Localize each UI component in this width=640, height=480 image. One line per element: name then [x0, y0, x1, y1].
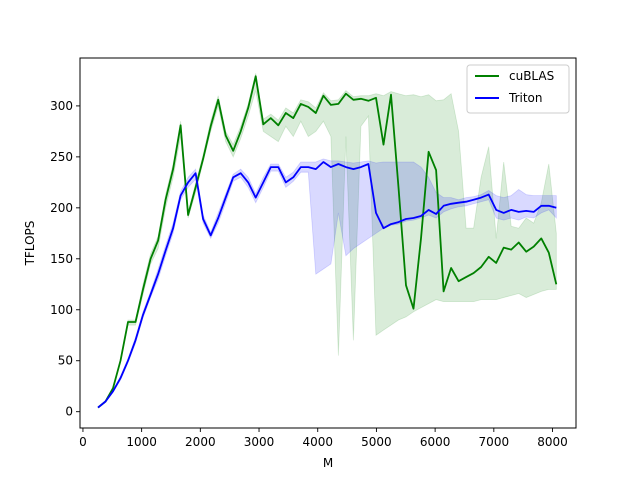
x-tick-label: 5000	[361, 435, 392, 449]
y-tick-label: 200	[50, 201, 73, 215]
y-tick-label: 0	[65, 405, 73, 419]
y-tick-label: 150	[50, 252, 73, 266]
x-tick-label: 0	[79, 435, 87, 449]
y-tick-label: 300	[50, 99, 73, 113]
series-line-cublas	[97, 75, 558, 409]
x-axis-label: M	[323, 456, 333, 470]
x-tick-label: 8000	[537, 435, 568, 449]
y-tick-label: 100	[50, 303, 73, 317]
series-line-triton	[97, 161, 557, 409]
y-axis-label: TFLOPS	[23, 221, 37, 267]
y-tick-label: 50	[58, 354, 73, 368]
series-lines	[97, 75, 558, 409]
y-axis-ticks: 0 50 100 150 200 250 300	[50, 99, 80, 419]
band-triton	[97, 158, 557, 408]
x-tick-label: 2000	[185, 435, 216, 449]
legend-label-cublas: cuBLAS	[509, 69, 554, 83]
x-tick-label: 6000	[420, 435, 451, 449]
x-axis-ticks: 0 1000 2000 3000 4000 5000 6000 7000 8000	[79, 428, 568, 449]
y-tick-label: 250	[50, 150, 73, 164]
x-tick-label: 4000	[302, 435, 333, 449]
x-tick-label: 1000	[126, 435, 157, 449]
x-tick-label: 3000	[244, 435, 275, 449]
x-tick-label: 7000	[479, 435, 510, 449]
legend-label-triton: Triton	[508, 91, 543, 105]
legend: cuBLAS Triton	[466, 64, 570, 114]
plot-frame	[79, 57, 577, 429]
